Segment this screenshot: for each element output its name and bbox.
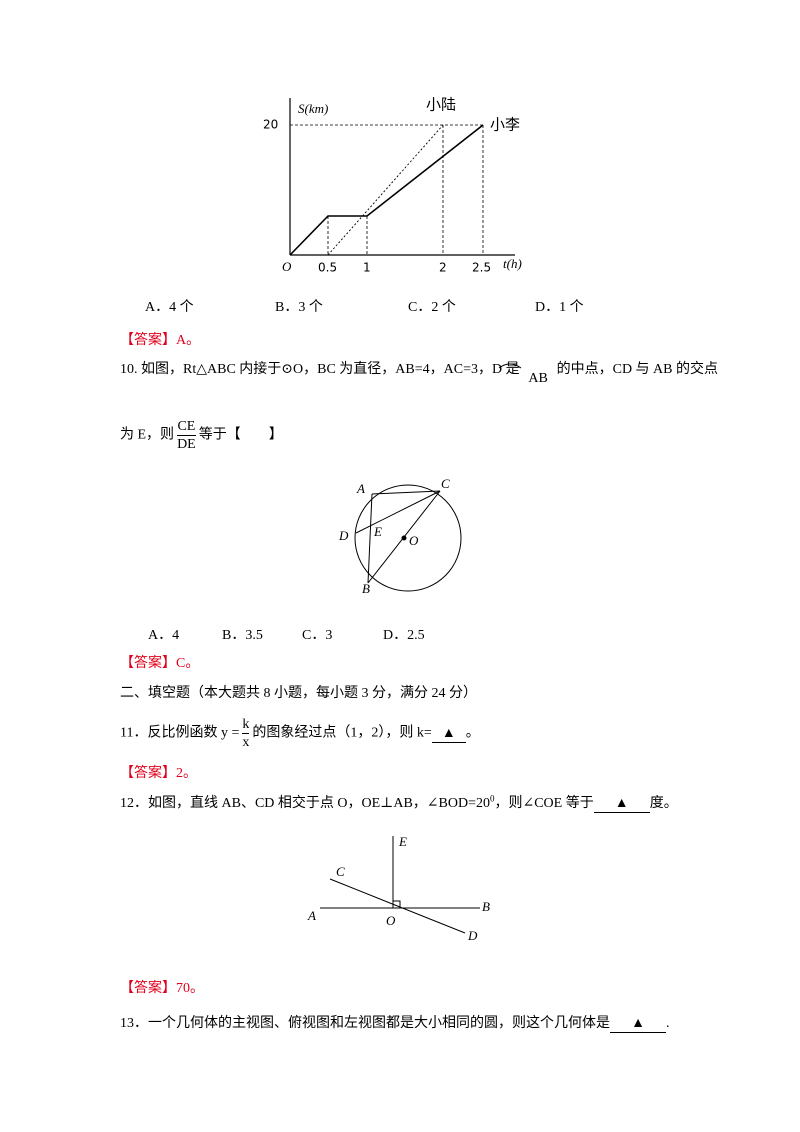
- point-label: B: [362, 581, 370, 596]
- numerator: CE: [177, 419, 196, 436]
- question-line: 12．如图，直线 AB、CD 相交于点 O，OE⊥AB，∠BOD=200，则∠C…: [120, 792, 678, 813]
- x-tick: 2: [439, 261, 447, 275]
- origin: O: [282, 259, 292, 274]
- point-label: B: [482, 899, 490, 914]
- option: D．1 个: [535, 300, 584, 315]
- option: C．3: [302, 628, 333, 643]
- point-label: O: [409, 533, 419, 548]
- text: .: [666, 1016, 670, 1031]
- text: 的图象经过点（1，2），则 k=: [252, 725, 432, 741]
- arc-mark: [498, 363, 522, 369]
- blank: ▲: [431, 726, 466, 743]
- question-line: 为 E，则 CE DE 等于【 】: [120, 418, 283, 453]
- option: A．4 个: [145, 300, 194, 315]
- answer: 【答案】C。: [120, 656, 200, 671]
- x-tick: 0.5: [318, 261, 337, 275]
- fraction: CE DE: [177, 418, 196, 453]
- text: 的中点，CD 与 AB 的交点: [556, 362, 719, 377]
- text: ，则∠COE 等于: [494, 796, 594, 811]
- option: A．4: [148, 628, 180, 643]
- section-heading: 二、填空题（本大题共 8 小题，每小题 3 分，满分 24 分）: [120, 686, 477, 701]
- x-tick: 1: [363, 261, 371, 275]
- circle-figure: [354, 484, 462, 592]
- text: 12．如图，直线 AB、CD 相交于点 O，OE⊥AB，∠BOD=20: [120, 796, 490, 811]
- text: 。: [465, 725, 480, 741]
- blank: ▲: [593, 796, 650, 813]
- denominator: DE: [177, 437, 196, 452]
- point-label: D: [467, 928, 478, 943]
- text: 13．一个几何体的主视图、俯视图和左视图都是大小相同的圆，则这个几何体是: [120, 1016, 610, 1031]
- text: 11．反比例函数 y =: [120, 725, 240, 741]
- answer: 【答案】2。: [120, 766, 197, 781]
- option: B．3 个: [275, 300, 323, 315]
- point-label: A: [356, 481, 365, 496]
- lines-figure: [320, 836, 480, 934]
- option: D．2.5: [383, 628, 425, 643]
- numerator: k: [242, 717, 250, 734]
- distance-graph: [289, 98, 515, 256]
- point-label: O: [386, 913, 396, 928]
- option: C．2 个: [408, 300, 456, 315]
- text: 为 E，则: [120, 427, 175, 443]
- question-line: 11．反比例函数 y = k x 的图象经过点（1，2），则 k= ▲。: [120, 716, 480, 751]
- text: 等于【 】: [198, 427, 283, 443]
- denominator: x: [242, 735, 250, 750]
- option: B．3.5: [222, 628, 263, 643]
- point-label: C: [441, 476, 450, 491]
- series-label: 小陆: [426, 96, 456, 114]
- y-label: S(km): [298, 101, 328, 116]
- answer: 【答案】A。: [120, 333, 201, 348]
- point-label: A: [307, 908, 316, 923]
- question-line: 10. 如图，Rt△ABC 内接于⊙O，BC 为直径，AB=4，AC=3，D 是…: [120, 358, 719, 386]
- y-value: 20: [263, 118, 278, 132]
- series-label: 小李: [490, 116, 520, 134]
- superscript: 0: [489, 793, 495, 804]
- point-label: C: [336, 864, 345, 879]
- x-tick: 2.5: [472, 261, 491, 275]
- answer: 【答案】70。: [120, 981, 204, 996]
- blank: ▲: [610, 1016, 666, 1033]
- point-label: E: [373, 524, 382, 539]
- arc-label: AB: [528, 371, 548, 386]
- x-label: t(h): [503, 256, 522, 271]
- text: 度。: [649, 796, 678, 811]
- question-line: 13．一个几何体的主视图、俯视图和左视图都是大小相同的圆，则这个几何体是 ▲.: [120, 1012, 670, 1033]
- point-label: D: [338, 528, 349, 543]
- text: 10. 如图，Rt△ABC 内接于⊙O，BC 为直径，AB=4，AC=3，D 是: [120, 362, 520, 377]
- point-label: E: [398, 834, 407, 849]
